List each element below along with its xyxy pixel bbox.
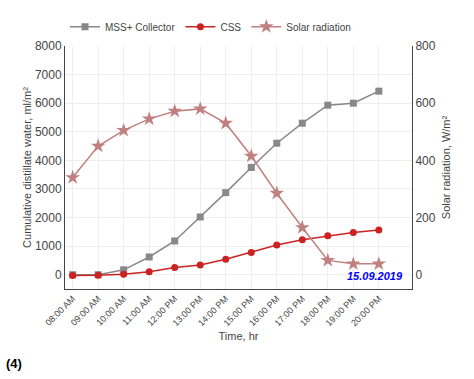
svg-text:400: 400 xyxy=(415,154,435,168)
svg-text:15.09.2019: 15.09.2019 xyxy=(347,270,403,282)
svg-text:13:00 PM: 13:00 PM xyxy=(171,294,205,328)
svg-text:8000: 8000 xyxy=(35,39,62,53)
svg-text:20:00 PM: 20:00 PM xyxy=(349,294,383,328)
svg-text:5000: 5000 xyxy=(35,125,62,139)
svg-text:200: 200 xyxy=(415,211,435,225)
svg-text:11:00 AM: 11:00 AM xyxy=(120,294,153,327)
svg-text:Solar radiation, W/m²: Solar radiation, W/m² xyxy=(440,116,452,220)
svg-text:1000: 1000 xyxy=(35,239,62,253)
svg-text:(4): (4) xyxy=(6,356,22,371)
svg-text:10:00 AM: 10:00 AM xyxy=(94,294,128,328)
svg-text:0: 0 xyxy=(415,268,422,282)
svg-text:19:00 PM: 19:00 PM xyxy=(324,294,358,328)
svg-text:7000: 7000 xyxy=(35,68,62,82)
svg-text:08:00 AM: 08:00 AM xyxy=(43,294,77,328)
svg-text:CSS: CSS xyxy=(220,22,241,33)
svg-text:Cumulative distillate water, m: Cumulative distillate water, ml/m² xyxy=(21,87,33,248)
svg-text:14:00 PM: 14:00 PM xyxy=(196,294,230,328)
svg-text:6000: 6000 xyxy=(35,96,62,110)
svg-text:MSS+ Collector: MSS+ Collector xyxy=(105,22,175,33)
svg-text:Time, hr: Time, hr xyxy=(219,330,259,342)
svg-text:09:00 AM: 09:00 AM xyxy=(69,294,103,328)
svg-text:4000: 4000 xyxy=(35,154,62,168)
svg-text:15:00 PM: 15:00 PM xyxy=(222,294,256,328)
svg-text:16:00 PM: 16:00 PM xyxy=(247,294,281,328)
svg-text:18:00 PM: 18:00 PM xyxy=(298,294,332,328)
svg-text:12:00 PM: 12:00 PM xyxy=(145,294,179,328)
svg-text:2000: 2000 xyxy=(35,211,62,225)
svg-text:3000: 3000 xyxy=(35,182,62,196)
svg-text:0: 0 xyxy=(55,268,62,282)
svg-text:800: 800 xyxy=(415,39,435,53)
svg-text:17:00 PM: 17:00 PM xyxy=(273,294,307,328)
svg-text:Solar radiation: Solar radiation xyxy=(286,22,350,33)
svg-text:600: 600 xyxy=(415,96,435,110)
